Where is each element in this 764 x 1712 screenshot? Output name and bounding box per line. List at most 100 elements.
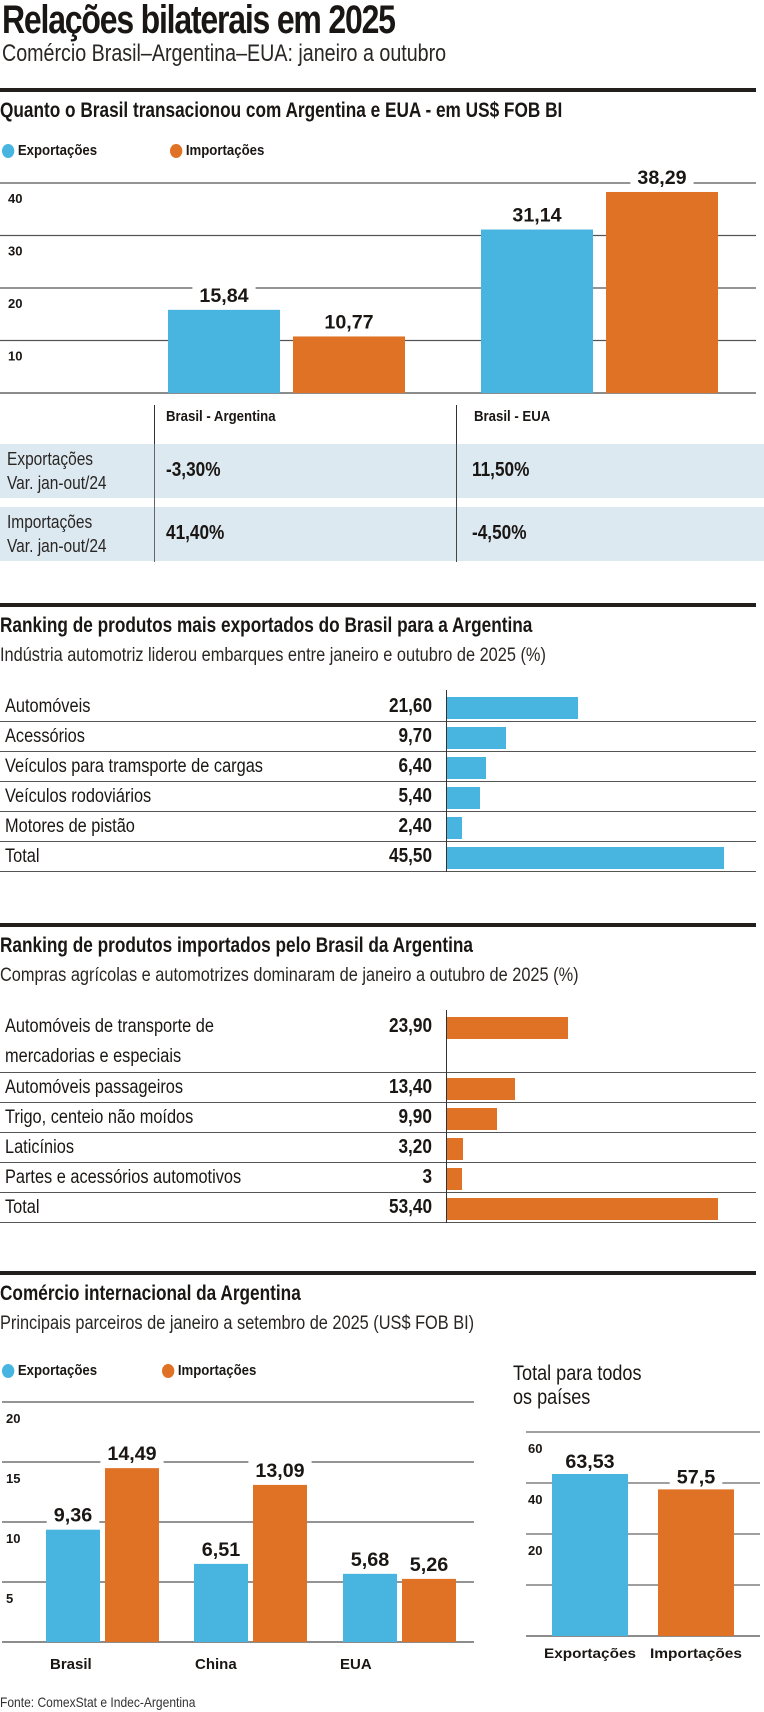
ranking-label: Total xyxy=(5,1197,40,1218)
category-label: Exportações xyxy=(544,1645,636,1661)
ranking-value: 3,20 xyxy=(398,1136,432,1158)
bar-imports xyxy=(105,1468,159,1642)
ranking-bar xyxy=(447,787,480,809)
ranking-bar xyxy=(447,1078,515,1100)
ranking-value: 53,40 xyxy=(388,1196,432,1218)
bar-imports xyxy=(658,1489,734,1636)
y-tick-label: 10 xyxy=(8,349,22,364)
value-label-bg xyxy=(505,204,569,228)
bar-exports xyxy=(552,1473,628,1636)
table-row-imports: Importações Var. jan-out/24 41,40% -4,50… xyxy=(0,507,764,561)
legend-imports: Importações xyxy=(170,142,264,159)
ranking-value: 9,90 xyxy=(398,1106,432,1128)
chart-argentina-partners: 5 10 15 20 9,36 14,49 Brasil 6,51 13,09 China 5,68… xyxy=(2,1401,474,1673)
ranking-row: Automóveis de transporte de mercadorias e… xyxy=(0,1012,756,1073)
row-label: Exportações xyxy=(7,449,94,469)
ranking-label: Automóveis xyxy=(5,696,91,717)
value-label-bg xyxy=(46,1504,100,1528)
y-tick-label: 10 xyxy=(6,1531,20,1546)
category-label: Importações xyxy=(650,1645,742,1661)
legend-exports-label: Exportações xyxy=(17,1362,98,1379)
table-divider xyxy=(456,444,457,562)
bar-value-label: 10,77 xyxy=(324,312,373,333)
y-tick-label: 60 xyxy=(528,1441,542,1456)
section-divider xyxy=(0,88,756,92)
ranking-bar xyxy=(447,847,724,869)
source-note: Fonte: ComexStat e Indec-Argentina xyxy=(0,1694,196,1710)
bar-value-label: 13,09 xyxy=(255,1461,304,1482)
ranking-label: Laticínios xyxy=(5,1137,75,1158)
section4-title: Comércio internacional da Argentina xyxy=(0,1282,301,1305)
ranking-bar xyxy=(447,757,486,779)
ranking-value: 9,70 xyxy=(398,725,432,747)
bar-imports xyxy=(253,1484,307,1642)
legend-exports-dot-icon xyxy=(2,143,15,158)
bar-exports xyxy=(194,1563,248,1642)
bar-value-label: 38,29 xyxy=(637,168,686,189)
ranking-value: 23,90 xyxy=(388,1015,432,1037)
table-row-exports: Exportações Var. jan-out/24 -3,30% 11,50… xyxy=(0,444,764,498)
section3-title: Ranking de produtos importados pelo Bras… xyxy=(0,934,473,957)
ranking-bar xyxy=(447,697,579,719)
export-ranking-table: Automóveis 21,60 Acessórios 9,70 Veículos pa… xyxy=(0,690,764,878)
page-title: Relações bilaterais em 2025 xyxy=(2,0,396,42)
category-label: China xyxy=(195,1656,237,1673)
ranking-value: 3 xyxy=(422,1166,432,1188)
bar-exports xyxy=(46,1529,100,1642)
value-label-bg xyxy=(317,311,381,335)
bar-exports xyxy=(343,1573,397,1642)
bar-value-label: 9,36 xyxy=(54,1506,93,1527)
bar-value-label: 15,84 xyxy=(199,286,249,307)
ranking-value: 13,40 xyxy=(388,1076,432,1098)
y-tick-label: 20 xyxy=(528,1543,542,1558)
legend-imports-dot-icon xyxy=(170,143,183,158)
ranking-value: 21,60 xyxy=(388,695,432,717)
bar-exports xyxy=(481,229,593,393)
total-chart-title: Total para todos os países xyxy=(513,1362,642,1410)
ranking-row: Automóveis 21,60 xyxy=(0,692,756,722)
table-header-brasil-argentina: Brasil - Argentina xyxy=(166,408,276,425)
ranking-axis-line xyxy=(446,1010,447,1223)
ranking-row: Laticínios 3,20 xyxy=(0,1133,756,1163)
ranking-label: Automóveis de transporte de xyxy=(5,1016,214,1037)
ranking-label: Motores de pistão xyxy=(5,816,135,837)
category-label: Brasil xyxy=(50,1656,92,1673)
import-ranking-table: Automóveis de transporte de mercadorias e… xyxy=(0,1010,764,1230)
value-label-bg xyxy=(402,1553,456,1577)
section1-title: Quanto o Brasil transacionou com Argenti… xyxy=(0,99,563,122)
ranking-value: 2,40 xyxy=(398,815,432,837)
value-label-bg xyxy=(194,1538,248,1562)
bar-exports xyxy=(168,309,280,393)
legend-imports: Importações xyxy=(162,1362,256,1379)
cell-value: -3,30% xyxy=(166,459,221,481)
ranking-label: Total xyxy=(5,846,40,867)
ranking-value: 45,50 xyxy=(388,845,432,867)
page-subtitle: Comércio Brasil–Argentina–EUA: janeiro a… xyxy=(2,40,447,67)
y-tick-label: 15 xyxy=(6,1471,20,1486)
ranking-row: Trigo, centeio não moídos 9,90 xyxy=(0,1103,756,1133)
bar-imports xyxy=(402,1578,456,1642)
ranking-value: 6,40 xyxy=(398,755,432,777)
ranking-row: Motores de pistão 2,40 xyxy=(0,812,756,842)
ranking-total-row: Total 53,40 xyxy=(0,1193,756,1223)
section-divider xyxy=(0,1271,756,1275)
section-divider xyxy=(0,603,756,607)
table-divider xyxy=(154,444,155,562)
ranking-bar xyxy=(447,1017,569,1039)
bar-value-label: 5,26 xyxy=(410,1555,449,1576)
value-label-bg xyxy=(630,166,694,190)
ranking-label: Veículos para tramsporte de cargas xyxy=(5,756,263,777)
section-divider xyxy=(0,923,756,927)
ranking-label: Veículos rodoviários xyxy=(5,786,152,807)
row-label: Importações xyxy=(7,512,93,532)
value-label-bg xyxy=(248,1459,312,1483)
bar-value-label: 5,68 xyxy=(351,1550,390,1571)
value-label-bg xyxy=(343,1548,397,1572)
bar-value-label: 57,5 xyxy=(677,1467,716,1488)
bar-imports xyxy=(293,336,405,393)
value-label-bg xyxy=(100,1443,164,1467)
ranking-bar xyxy=(447,727,507,749)
ranking-axis-line xyxy=(446,690,447,872)
value-label-bg xyxy=(558,1448,622,1472)
